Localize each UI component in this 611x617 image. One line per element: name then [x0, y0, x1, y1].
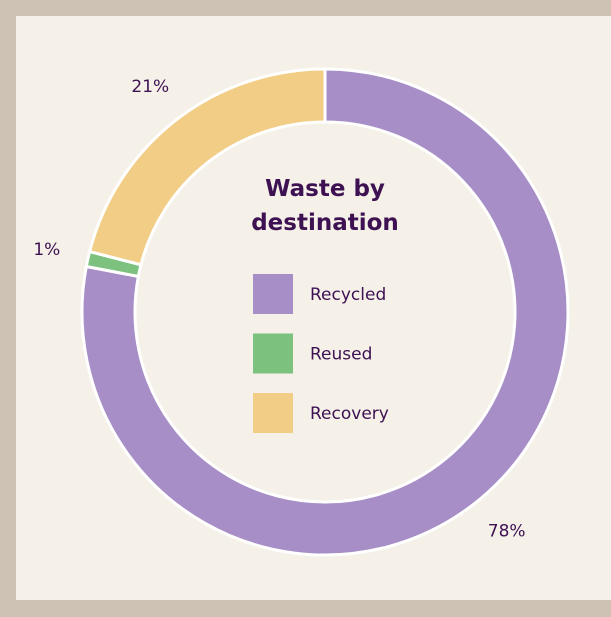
legend-label: Recovery [310, 404, 389, 424]
legend-swatch [253, 393, 293, 433]
value-label: 21% [131, 77, 169, 97]
value-label: 1% [33, 240, 60, 260]
donut-segment [80, 67, 570, 557]
chart-title: Waste by destination [251, 176, 399, 236]
legend-swatch [253, 333, 293, 374]
donut-segment [87, 67, 327, 267]
legend-swatch [253, 274, 293, 314]
legend-label: Reused [310, 345, 372, 365]
value-label: 78% [488, 522, 526, 542]
legend-label: Recycled [310, 285, 386, 305]
